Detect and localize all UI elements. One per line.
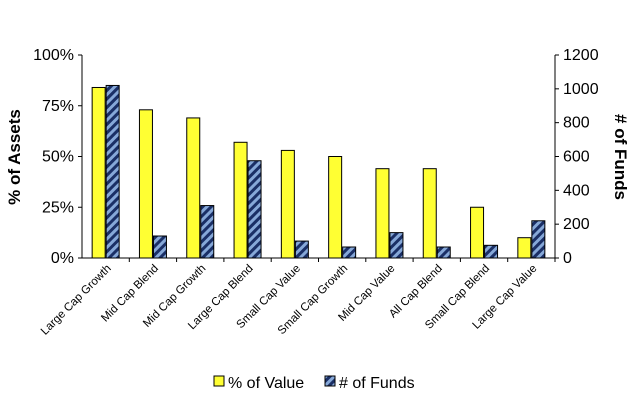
bar-funds bbox=[247, 160, 262, 259]
y-axis-title: % of Assets bbox=[5, 109, 24, 205]
bar-value bbox=[186, 117, 201, 259]
bar-value bbox=[138, 109, 153, 259]
bar-funds bbox=[152, 235, 167, 259]
legend: % of Value # of Funds bbox=[213, 375, 415, 392]
y2-tick-label: 400 bbox=[563, 182, 590, 199]
bar-funds bbox=[200, 205, 215, 259]
bar-funds bbox=[342, 246, 357, 259]
y2-tick-label: 1200 bbox=[563, 47, 599, 64]
y-tick-label: 75% bbox=[42, 98, 74, 115]
bar-value bbox=[233, 141, 248, 259]
bar-value bbox=[328, 156, 343, 259]
legend-label-value: % of Value bbox=[228, 375, 304, 392]
bar-value bbox=[280, 149, 295, 259]
x-category-label: Large Cap Growth bbox=[39, 263, 114, 338]
legend-swatch-funds bbox=[324, 375, 336, 387]
y2-tick-label: 800 bbox=[563, 115, 590, 132]
y2-tick-label: 1000 bbox=[563, 81, 599, 98]
y-tick-label: 100% bbox=[33, 47, 74, 64]
bar-funds bbox=[436, 246, 451, 259]
y2-tick-label: 600 bbox=[563, 149, 590, 166]
y-tick-label: 25% bbox=[42, 199, 74, 216]
y-tick-label: 50% bbox=[42, 149, 74, 166]
bar-value bbox=[422, 168, 437, 259]
bar-funds bbox=[484, 244, 499, 259]
bar-value bbox=[470, 206, 485, 259]
bar-value bbox=[91, 86, 106, 259]
bar-funds bbox=[531, 220, 546, 259]
legend-label-funds: # of Funds bbox=[339, 375, 415, 392]
bar-funds bbox=[105, 84, 120, 259]
y2-tick-label: 200 bbox=[563, 216, 590, 233]
bar-value bbox=[517, 237, 532, 259]
y2-tick-label: 0 bbox=[563, 250, 572, 267]
bar-funds bbox=[294, 240, 309, 259]
bar-funds bbox=[389, 232, 404, 259]
y-tick-label: 0% bbox=[51, 250, 74, 267]
legend-swatch-value bbox=[213, 375, 225, 387]
y2-axis-title: # of Funds bbox=[611, 114, 630, 200]
bar-value bbox=[375, 168, 390, 259]
